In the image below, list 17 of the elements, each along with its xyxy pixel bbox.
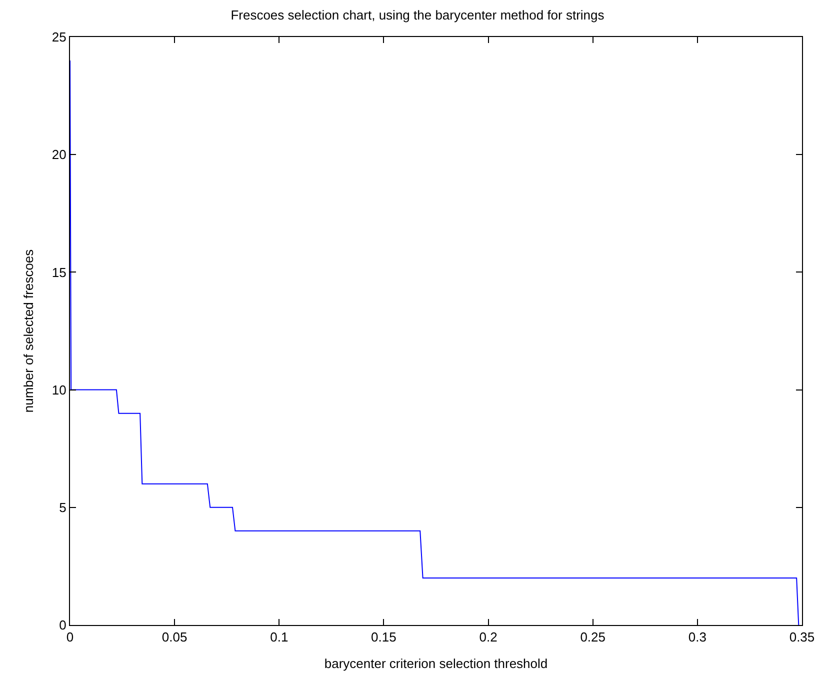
y-tick-label: 25 [52, 30, 66, 45]
y-tick-label: 5 [59, 500, 66, 515]
x-axis-title: barycenter criterion selection threshold [324, 656, 548, 672]
x-tick-label: 0.15 [371, 630, 396, 645]
x-tick-label: 0.25 [580, 630, 606, 645]
chart-title: Frescoes selection chart, using the barycenter method for strings [230, 7, 605, 22]
y-tick-label: 15 [52, 264, 66, 280]
y-tick-label: 10 [52, 382, 66, 398]
line-series [70, 60, 800, 625]
x-tick-label: 0.35 [789, 630, 815, 645]
y-axis-title: number of selected frescoes [20, 248, 36, 413]
x-tick-label: 0.1 [270, 630, 288, 645]
x-tick-label: 0.2 [479, 630, 498, 645]
y-tick-label: 20 [52, 147, 66, 162]
x-tick-label: 0.05 [162, 630, 188, 645]
y-tick-label: 0 [59, 618, 66, 633]
x-tick-label: 0.3 [688, 630, 706, 645]
